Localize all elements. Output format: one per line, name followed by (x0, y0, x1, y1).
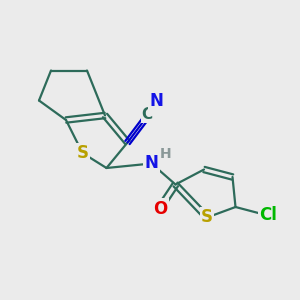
Text: C: C (142, 107, 153, 122)
Text: S: S (76, 144, 88, 162)
Text: O: O (153, 200, 168, 217)
Text: N: N (150, 92, 164, 110)
Text: Cl: Cl (260, 206, 278, 224)
Text: S: S (201, 208, 213, 226)
Text: N: N (145, 154, 158, 172)
Text: H: H (160, 147, 172, 161)
